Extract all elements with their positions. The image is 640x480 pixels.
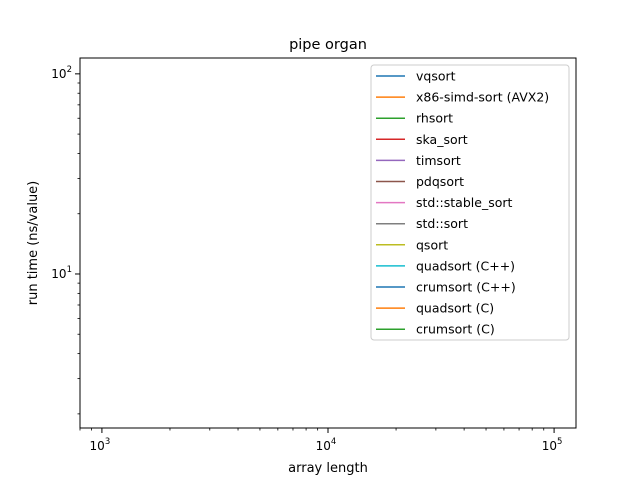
y-major-ticks: 101 102: [51, 65, 80, 281]
x-tick-label: 103: [90, 437, 111, 453]
legend-label: qsort: [416, 237, 448, 252]
chart-title: pipe organ: [289, 37, 367, 53]
x-major-ticks: 103 104 105: [90, 428, 563, 453]
legend-label: crumsort (C++): [416, 280, 516, 295]
x-axis-label: array length: [288, 461, 368, 476]
legend-label: crumsort (C): [416, 322, 495, 337]
legend-label: quadsort (C): [416, 301, 494, 316]
x-tick-label: 104: [316, 437, 337, 453]
legend-label: timsort: [416, 153, 461, 168]
y-tick-label: 101: [51, 265, 72, 281]
legend-label: ska_sort: [416, 132, 468, 147]
x-tick-label: 105: [542, 437, 563, 453]
legend-label: x86-simd-sort (AVX2): [416, 90, 549, 105]
y-minor-ticks: [77, 82, 80, 415]
y-tick-label: 102: [51, 65, 72, 81]
legend-label: rhsort: [416, 111, 453, 126]
legend-items: vqsort x86-simd-sort (AVX2) rhsort ska_sort…: [376, 69, 549, 337]
legend-label: std::sort: [416, 216, 468, 231]
y-axis-label: run time (ns/value): [26, 181, 41, 306]
legend-label: pdqsort: [416, 174, 464, 189]
legend-label: vqsort: [416, 69, 456, 84]
legend: vqsort x86-simd-sort (AVX2) rhsort ska_sort…: [370, 64, 570, 341]
legend-label: std::stable_sort: [416, 195, 512, 210]
x-minor-ticks: [79, 428, 545, 431]
legend-box: [370, 64, 570, 341]
legend-label: quadsort (C++): [416, 258, 515, 273]
